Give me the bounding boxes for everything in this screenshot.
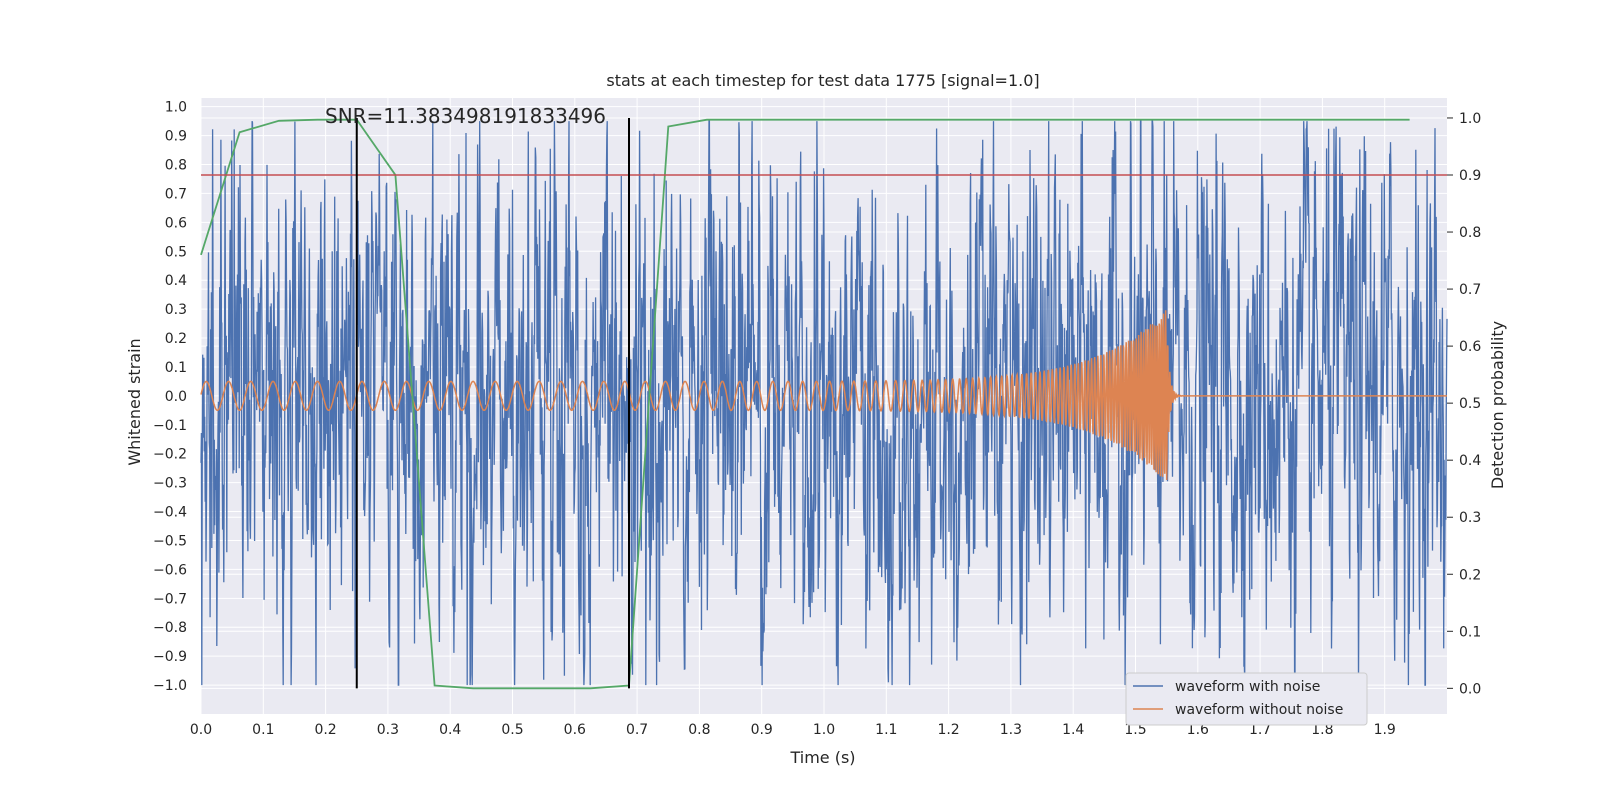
y-tick-label: −0.6 (153, 562, 187, 578)
y-tick-label: 0.8 (165, 158, 187, 174)
chart-title: stats at each timestep for test data 177… (606, 71, 1039, 90)
legend-label-noise: waveform with noise (1175, 679, 1320, 695)
noise-line (200, 120, 1448, 686)
y-tick-label: −0.5 (153, 533, 187, 549)
x-tick-label: 1.7 (1249, 722, 1271, 738)
x-tick-label: 0.9 (751, 722, 773, 738)
x-tick-label: 0.5 (501, 722, 523, 738)
y-tick-label: 0.6 (165, 215, 187, 231)
x-tick-label: 0.0 (190, 722, 212, 738)
y2-axis-label: Detection probability (1488, 321, 1507, 489)
y2-tick-label: 1.0 (1459, 111, 1481, 127)
y-tick-label: 0.1 (165, 360, 187, 376)
y-axis-label: Whitened strain (125, 338, 144, 465)
legend-label-clean: waveform without noise (1175, 702, 1343, 718)
legend: waveform with noise waveform without noi… (1125, 672, 1368, 726)
series-waveform-with-noise (200, 120, 1448, 686)
x-tick-label: 1.4 (1062, 722, 1084, 738)
y-tick-label: −0.9 (153, 649, 187, 665)
y-tick-label: −0.1 (153, 418, 187, 434)
y-tick-label: 1.0 (165, 100, 187, 116)
x-tick-label: 0.4 (439, 722, 461, 738)
y2-tick-labels: 1.0 0.9 0.8 0.7 0.6 0.5 0.4 0.3 0.2 0.1 0.0 (1447, 111, 1481, 697)
y-tick-label: 0.7 (165, 186, 187, 202)
y-tick-label: 0.0 (165, 389, 187, 405)
y-tick-label: −0.2 (153, 447, 187, 463)
y-tick-label: 0.5 (165, 244, 187, 260)
y2-tick-label: 0.3 (1459, 510, 1481, 526)
y2-tick-label: 0.8 (1459, 225, 1481, 241)
y-tick-label: −0.7 (153, 591, 187, 607)
legend-box (1125, 672, 1368, 726)
x-tick-label: 1.5 (1124, 722, 1146, 738)
x-tick-labels: 0.0 0.1 0.2 0.3 0.4 0.5 0.6 0.7 0.8 0.9 1.0 1.1 1.2 1… (190, 722, 1396, 738)
y-tick-label: −0.3 (153, 476, 187, 492)
x-tick-label: 0.7 (626, 722, 648, 738)
y2-tick-label: 0.2 (1459, 567, 1481, 583)
x-tick-label: 1.3 (1000, 722, 1022, 738)
y2-tick-label: 0.9 (1459, 168, 1481, 184)
clean-line (200, 310, 1447, 481)
y-tick-label: −0.8 (153, 620, 187, 636)
snr-annotation: SNR=11.383498191833496 (325, 104, 606, 128)
x-tick-label: 1.0 (813, 722, 835, 738)
y2-tick-label: 0.6 (1459, 339, 1481, 355)
x-tick-label: 0.6 (564, 722, 586, 738)
x-tick-label: 1.6 (1187, 722, 1209, 738)
y-tick-label: 0.9 (165, 129, 187, 145)
y-tick-label: −1.0 (153, 678, 187, 694)
y2-tick-label: 0.5 (1459, 396, 1481, 412)
x-tick-label: 1.9 (1374, 722, 1396, 738)
y-tick-label: −0.4 (153, 505, 187, 521)
x-tick-label: 0.8 (688, 722, 710, 738)
series-waveform-without-noise (200, 310, 1447, 481)
y2-tick-label: 0.1 (1459, 624, 1481, 640)
y-tick-label: 0.2 (165, 331, 187, 347)
y-tick-label: 0.3 (165, 302, 187, 318)
x-tick-label: 1.1 (875, 722, 897, 738)
x-tick-label: 1.8 (1311, 722, 1333, 738)
x-tick-label: 1.2 (937, 722, 959, 738)
y2-tick-label: 0.4 (1459, 453, 1481, 469)
probability-line (200, 118, 1410, 690)
y2-tick-label: 0.7 (1459, 282, 1481, 298)
y2-tick-label: 0.0 (1459, 681, 1481, 697)
x-tick-label: 0.2 (314, 722, 336, 738)
y-tick-labels: 1.0 0.9 0.8 0.7 0.6 0.5 0.4 0.3 0.2 0.1 0.0 −0.1 −0.… (153, 100, 187, 694)
y-tick-label: 0.4 (165, 273, 187, 289)
series-detection-probability (200, 118, 1410, 690)
vertical-markers (355, 117, 631, 689)
x-axis-label: Time (s) (789, 748, 855, 767)
x-tick-label: 0.3 (377, 722, 399, 738)
x-tick-label: 0.1 (252, 722, 274, 738)
